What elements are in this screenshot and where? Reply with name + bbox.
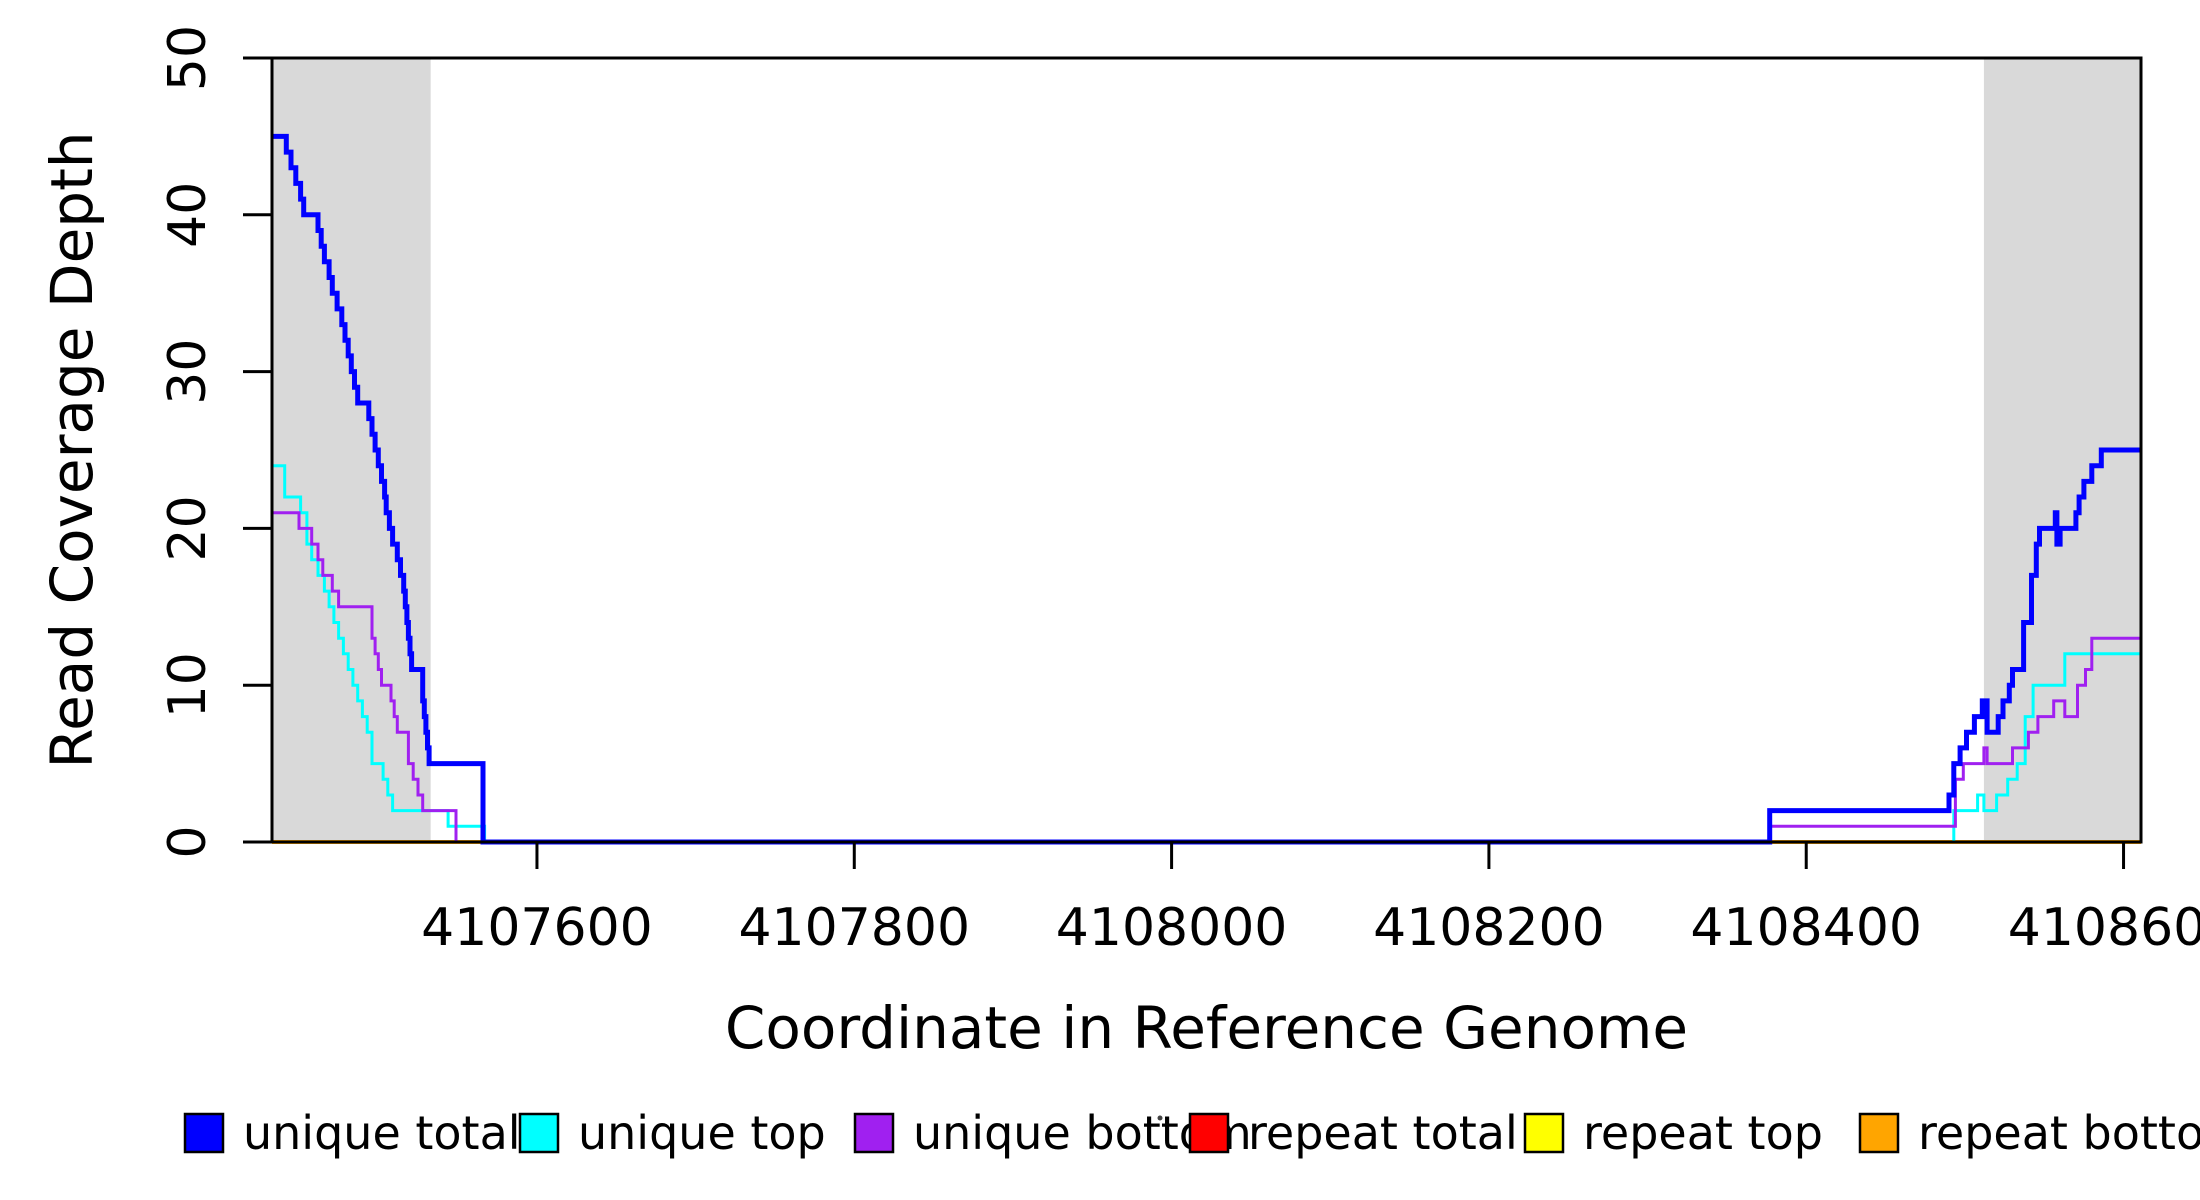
- series-lines: [272, 133, 2141, 845]
- legend-label: repeat top: [1583, 1106, 1823, 1160]
- plot-box: [270, 56, 2143, 844]
- x-tick-label: 4107800: [738, 898, 970, 958]
- legend-swatch-unique-total: [183, 1112, 225, 1154]
- y-tick-label: 30: [158, 339, 218, 405]
- legend-swatch-repeat-top: [1523, 1112, 1565, 1154]
- y-axis-title: Read Coverage Depth: [38, 131, 106, 768]
- plot-border: [270, 56, 2143, 844]
- stray-dot: [1157, 1115, 1163, 1121]
- legend-label: repeat total: [1248, 1106, 1518, 1160]
- x-tick-label: 4107600: [421, 898, 653, 958]
- x-axis-title: Coordinate in Reference Genome: [725, 994, 1688, 1062]
- legend-swatch-repeat-bottom: [1858, 1112, 1900, 1154]
- x-tick-label: 4108400: [1690, 898, 1922, 958]
- annotations: [1157, 1115, 1163, 1121]
- y-tick-label: 50: [158, 25, 218, 91]
- legend-item-repeat-total: repeat total: [1188, 1106, 1518, 1160]
- series-line-unique-top: [272, 464, 2141, 844]
- x-tick-label: 4108200: [1373, 898, 1605, 958]
- y-axis: 0 10 20 30 40 50: [158, 25, 272, 859]
- x-axis: 4107600 4107800 4108000 4108200 4108400 41086…: [421, 842, 2200, 958]
- legend-swatch-unique-top: [518, 1112, 560, 1154]
- legend-item-repeat-bottom: repeat bottom: [1858, 1106, 2200, 1160]
- legend-item-unique-top: unique top: [518, 1106, 826, 1160]
- legend-label: unique total: [243, 1106, 521, 1160]
- legend-item-repeat-top: repeat top: [1523, 1106, 1823, 1160]
- y-tick-label: 40: [158, 182, 218, 248]
- y-tick-label: 10: [158, 652, 218, 718]
- legend-swatch-repeat-total: [1188, 1112, 1230, 1154]
- legend-swatch-unique-bottom: [853, 1112, 895, 1154]
- y-tick-label: 0: [158, 825, 218, 858]
- legend-item-unique-total: unique total: [183, 1106, 521, 1160]
- legend-label: unique top: [578, 1106, 826, 1160]
- series-line-unique-total: [272, 133, 2141, 845]
- legend-label: repeat bottom: [1918, 1106, 2200, 1160]
- series-line-unique-bottom: [272, 511, 2141, 844]
- x-tick-label: 4108000: [1056, 898, 1288, 958]
- y-tick-label: 20: [158, 495, 218, 561]
- shaded-regions: [272, 58, 2141, 844]
- legend: unique total unique top unique bottomrepea…: [183, 1106, 2200, 1160]
